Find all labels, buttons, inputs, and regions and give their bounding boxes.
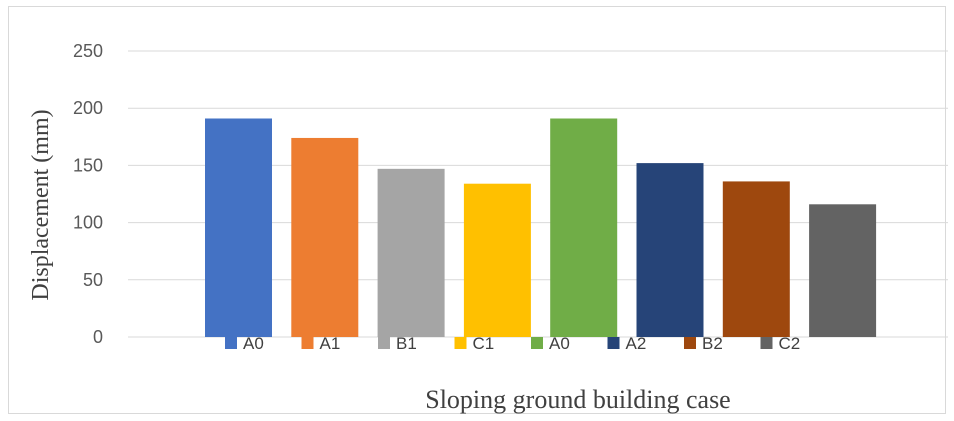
y-axis-label: Displacement (mm) [28,109,54,300]
legend-label: A0 [549,334,570,353]
bar-b2 [722,181,790,337]
bar-c1 [463,183,531,337]
legend-label: C2 [779,334,801,353]
bar-a2 [636,163,704,337]
legend-label: C1 [473,334,495,353]
legend-swatch [301,337,314,349]
legend-swatch [531,337,543,349]
bar-b1 [377,168,445,337]
legend-label: A1 [320,334,341,353]
legend-label: B1 [396,334,417,353]
y-axis-ticks: 0 50 100 150 200 250 [73,41,103,347]
legend-swatch [225,337,237,349]
legend-label: A2 [626,334,647,353]
legend-swatch [607,337,620,349]
legend-swatch [760,337,773,349]
bar-a0 [205,118,272,337]
legend: A0 A1 B1 C1 A0 A2 B2 C2 [225,334,800,353]
legend-label: B2 [702,334,723,353]
bars [205,118,877,337]
y-tick-label: 250 [73,41,103,61]
y-tick-label: 200 [73,98,103,118]
y-tick-label: 150 [73,155,103,175]
bar-c2 [809,204,877,337]
legend-swatch [454,337,467,349]
x-axis-label: Sloping ground building case [425,385,730,414]
legend-swatch [378,337,390,349]
y-tick-label: 0 [93,327,103,347]
y-tick-label: 100 [73,213,103,233]
bar-a0 [550,118,618,337]
y-tick-label: 50 [83,270,103,290]
bar-a1 [291,137,359,337]
legend-label: A0 [243,334,264,353]
legend-swatch [684,337,696,349]
